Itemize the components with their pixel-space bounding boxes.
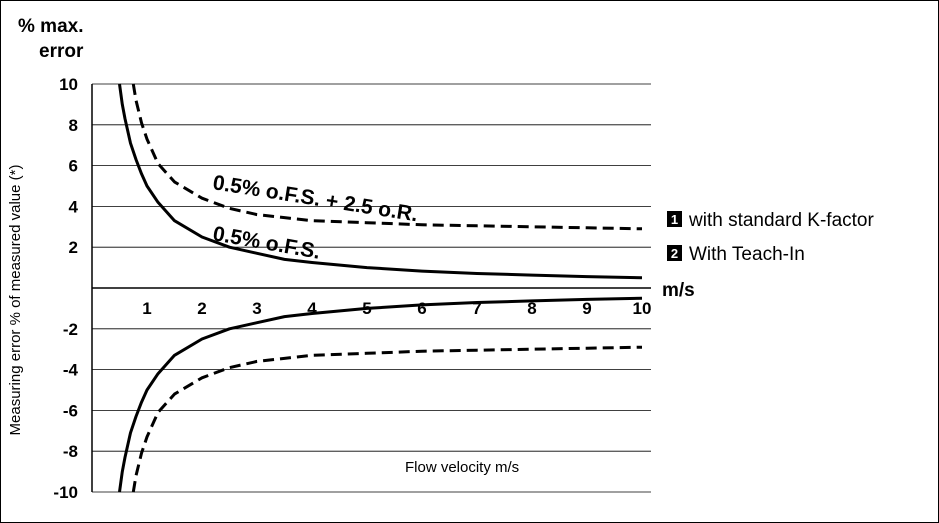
legend-marker-1: 1: [671, 212, 678, 227]
series-1-lower-line: [118, 296, 643, 493]
y-tick-label: -10: [53, 483, 78, 502]
x-axis-unit: m/s: [662, 280, 695, 301]
x-tick-label: 10: [633, 299, 652, 318]
series-layer: [118, 83, 643, 493]
y-tick-label: 4: [69, 197, 79, 216]
legend-label-2: With Teach-In: [689, 244, 805, 265]
y-axis-title-line-2: error: [39, 41, 84, 62]
series-2-lower-line: [131, 345, 643, 493]
legend: 1 with standard K-factor 2 With Teach-In: [667, 210, 874, 265]
x-axis-label: Flow velocity m/s: [405, 459, 519, 476]
y-tick-label: -6: [63, 401, 78, 420]
x-tick-label: 6: [417, 299, 426, 318]
x-tick-label: 1: [142, 299, 151, 318]
series-1-upper-line: [118, 83, 643, 280]
y-tick-label: -4: [63, 361, 79, 380]
y-axis-title-line-1: % max.: [18, 16, 83, 37]
legend-marker-2: 2: [671, 246, 678, 261]
series-2-upper-line: [131, 83, 643, 231]
y-tick-label: 10: [59, 75, 78, 94]
y-tick-label: -2: [63, 320, 78, 339]
x-tick-label: 9: [582, 299, 591, 318]
legend-marker-2-box: [667, 245, 682, 261]
y-tick-labels: 10 8 6 4 2 -2 -4 -6 -8 -10: [53, 75, 78, 502]
y-axis-label: Measuring error % of measured value (*): [7, 165, 24, 436]
x-tick-label: 7: [472, 299, 481, 318]
y-tick-label: 6: [69, 157, 78, 176]
gridlines: [92, 83, 651, 493]
y-tick-label: -8: [63, 442, 78, 461]
legend-marker-1-box: [667, 211, 682, 227]
x-tick-label: 4: [307, 299, 317, 318]
legend-label-1: with standard K-factor: [688, 210, 874, 231]
x-tick-label: 2: [197, 299, 206, 318]
y-tick-label: 2: [69, 238, 78, 257]
x-tick-label: 3: [252, 299, 261, 318]
y-tick-label: 8: [69, 116, 78, 135]
x-tick-label: 8: [527, 299, 536, 318]
